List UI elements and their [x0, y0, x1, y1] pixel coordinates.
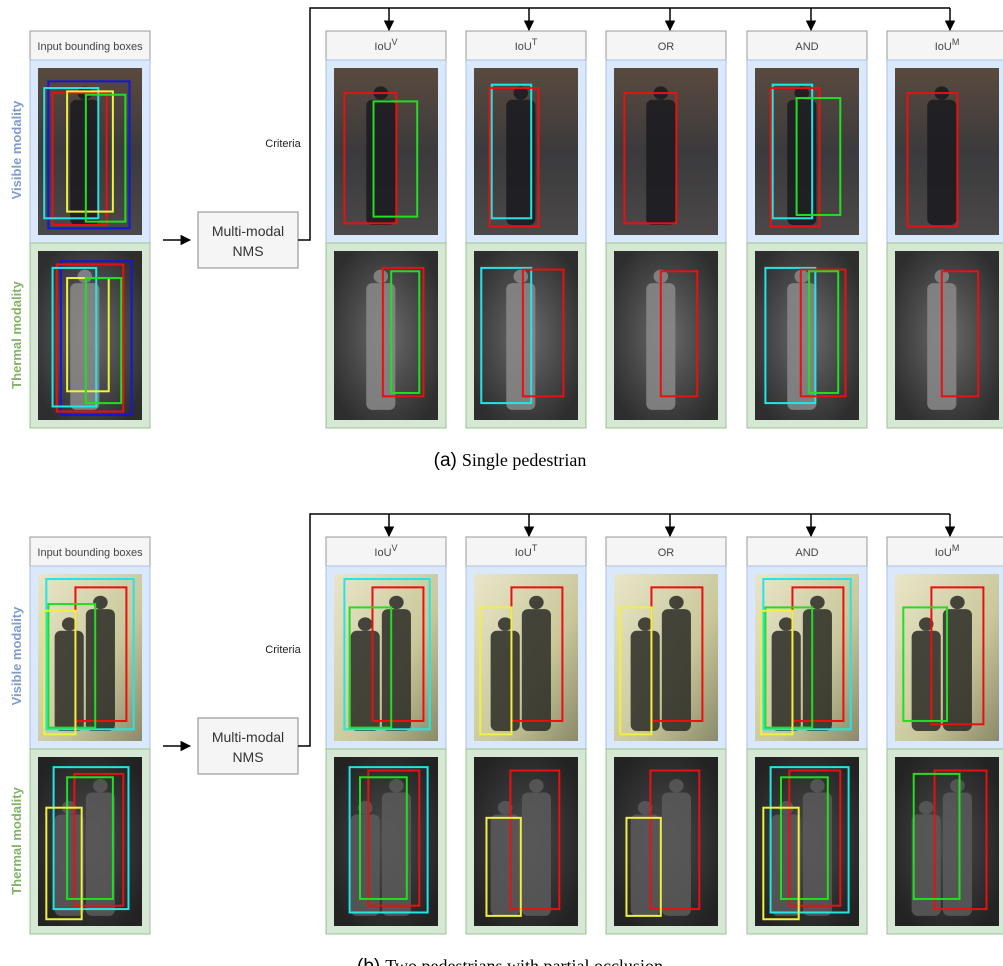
- pedestrian-body: [943, 792, 972, 915]
- criterion-sup: M: [952, 543, 960, 553]
- caption: (a)Single pedestrian: [434, 450, 587, 471]
- criterion-base: AND: [795, 547, 818, 559]
- pedestrian-body: [646, 100, 675, 225]
- criterion-sup: M: [952, 37, 960, 47]
- nms-box: [198, 212, 298, 268]
- pedestrian-body: [662, 792, 691, 915]
- pedestrian-body: [803, 609, 832, 731]
- caption-text: Two pedestrians with partial occlusion: [385, 956, 663, 966]
- pedestrian-head: [389, 779, 404, 793]
- pedestrian-body: [351, 631, 380, 731]
- pedestrian-body: [522, 792, 551, 915]
- pedestrian-body: [772, 814, 801, 915]
- criterion-sup: V: [392, 543, 398, 553]
- criterion-sup: T: [532, 543, 538, 553]
- panel: Input bounding boxesIoUVIoUTORANDIoUMVis…: [9, 8, 1003, 471]
- criterion-base: IoU: [515, 41, 532, 53]
- criterion-base: AND: [795, 41, 818, 53]
- criterion-sup: T: [532, 37, 538, 47]
- pedestrian-body: [662, 609, 691, 731]
- pedestrian-body: [772, 631, 801, 731]
- criterion-base: IoU: [515, 547, 532, 559]
- pedestrian-head: [669, 779, 684, 793]
- pedestrian-head: [950, 779, 965, 793]
- pedestrian-head: [374, 270, 389, 284]
- pedestrian-body: [927, 100, 956, 225]
- criterion-base: IoU: [374, 41, 391, 53]
- nms-box: [198, 718, 298, 774]
- pedestrian-head: [78, 270, 93, 284]
- pedestrian-body: [86, 792, 115, 915]
- criterion-base: IoU: [374, 547, 391, 559]
- nms-label: NMS: [232, 243, 263, 259]
- pedestrian-body: [86, 609, 115, 731]
- pedestrian-body: [631, 631, 660, 731]
- nms-label: Multi-modal: [212, 223, 284, 239]
- criterion-base: OR: [658, 41, 675, 53]
- caption: (b) Two pedestrians with partial occlusio…: [357, 956, 663, 966]
- criterion-base: IoU: [935, 547, 952, 559]
- nms-label: Multi-modal: [212, 729, 284, 745]
- thermal-label: Thermal modality: [9, 786, 24, 894]
- criterion-header: OR: [658, 41, 675, 53]
- pedestrian-body: [491, 814, 520, 915]
- input-header: Input bounding boxes: [37, 547, 143, 559]
- pedestrian-body: [912, 814, 941, 915]
- caption-letter: (b): [357, 956, 380, 966]
- pedestrian-head: [62, 617, 77, 630]
- nms-label: NMS: [232, 749, 263, 765]
- pedestrian-head: [529, 779, 544, 793]
- pedestrian-head: [919, 801, 934, 815]
- criterion-base: IoU: [935, 41, 952, 53]
- criterion-header: AND: [795, 41, 818, 53]
- thermal-label: Thermal modality: [9, 280, 24, 388]
- caption-text: Single pedestrian: [462, 450, 586, 470]
- pedestrian-body: [70, 100, 99, 225]
- pedestrian-head: [358, 617, 373, 630]
- pedestrian-head: [779, 617, 794, 630]
- pedestrian-head: [93, 779, 108, 793]
- pedestrian-body: [912, 631, 941, 731]
- pedestrian-body: [522, 609, 551, 731]
- criterion-base: OR: [658, 547, 675, 559]
- visible-label: Visible modality: [9, 100, 24, 200]
- criterion-sup: V: [392, 37, 398, 47]
- figure: Input bounding boxesIoUVIoUTORANDIoUMVis…: [0, 0, 1003, 966]
- criteria-label: Criteria: [265, 138, 301, 150]
- pedestrian-head: [810, 779, 825, 793]
- visible-label: Visible modality: [9, 606, 24, 706]
- pedestrian-head: [529, 596, 544, 609]
- pedestrian-head: [669, 596, 684, 609]
- pedestrian-head: [514, 270, 529, 284]
- pedestrian-body: [55, 631, 84, 731]
- pedestrian-head: [950, 596, 965, 609]
- pedestrian-body: [787, 283, 816, 410]
- criterion-header: OR: [658, 547, 675, 559]
- caption-letter: (a): [434, 450, 457, 471]
- pedestrian-body: [382, 609, 411, 731]
- pedestrian-body: [55, 814, 84, 915]
- pedestrian-head: [498, 617, 513, 630]
- criterion-header: AND: [795, 547, 818, 559]
- pedestrian-head: [638, 617, 653, 630]
- input-header: Input bounding boxes: [37, 41, 143, 53]
- pedestrian-head: [795, 270, 810, 284]
- pedestrian-body: [631, 814, 660, 915]
- criteria-label: Criteria: [265, 644, 301, 656]
- pedestrian-body: [491, 631, 520, 731]
- pedestrian-body: [351, 814, 380, 915]
- pedestrian-body: [366, 100, 395, 225]
